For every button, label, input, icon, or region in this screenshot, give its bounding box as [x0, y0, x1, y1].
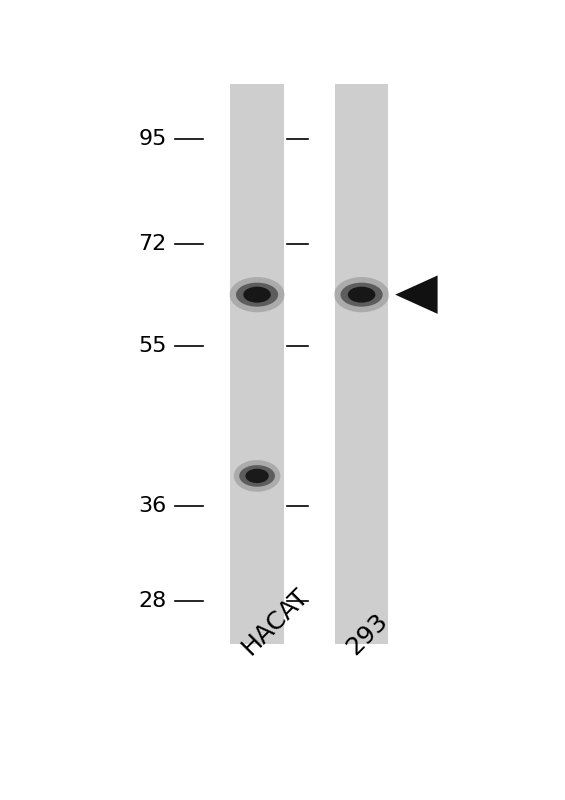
Ellipse shape [244, 286, 271, 302]
Text: 95: 95 [138, 130, 167, 150]
Text: 55: 55 [138, 336, 167, 356]
Text: 293: 293 [342, 610, 393, 660]
Text: 36: 36 [138, 496, 167, 516]
Ellipse shape [348, 286, 375, 302]
Ellipse shape [334, 277, 389, 312]
Bar [334, 84, 389, 644]
Ellipse shape [245, 469, 269, 483]
Text: 72: 72 [138, 234, 167, 254]
Text: 28: 28 [138, 591, 167, 611]
Bar [231, 84, 284, 644]
Polygon shape [396, 275, 437, 314]
Ellipse shape [341, 282, 383, 306]
Text: HACAT: HACAT [237, 584, 313, 660]
Ellipse shape [239, 465, 275, 486]
Ellipse shape [229, 277, 285, 312]
Ellipse shape [236, 282, 278, 306]
Ellipse shape [234, 460, 280, 492]
